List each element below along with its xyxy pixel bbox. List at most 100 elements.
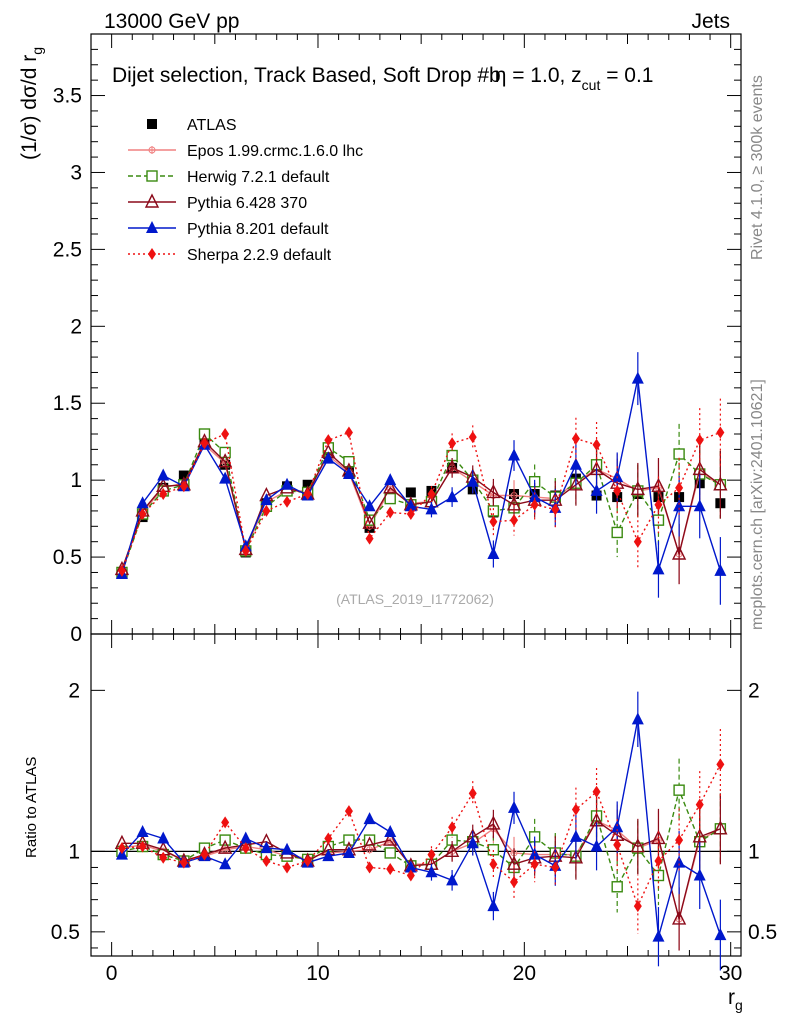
x-tick-label: 20 xyxy=(513,962,536,985)
point-pythia8 xyxy=(446,873,459,886)
point-sherpa xyxy=(344,805,353,818)
series-pythia6 xyxy=(114,433,728,585)
plot-title-main: Dijet selection, Track Based, Soft Drop … xyxy=(112,64,501,87)
point-pythia8 xyxy=(693,499,706,512)
point-pythia8 xyxy=(136,496,149,509)
point-sherpa xyxy=(386,863,395,876)
point-pythia6 xyxy=(506,855,522,870)
ratio-y-tick-label-right: 0.5 xyxy=(748,921,777,944)
legend-marker-pythia8 xyxy=(146,221,158,233)
frames xyxy=(90,33,742,957)
point-pythia8 xyxy=(487,547,500,559)
ratio-y-tick-label: 2 xyxy=(68,679,80,702)
x-tick-label: 10 xyxy=(306,962,329,985)
point-pythia8 xyxy=(673,499,686,512)
point-sherpa xyxy=(551,503,560,516)
point-pythia8 xyxy=(136,825,149,838)
point-sherpa xyxy=(571,803,580,816)
point-sherpa xyxy=(159,851,168,864)
y-tick-label: 1 xyxy=(70,469,82,492)
point-pythia6 xyxy=(651,477,666,493)
ratio-y-tick-label: 1 xyxy=(68,840,80,863)
point-pythia6 xyxy=(362,836,377,851)
point-pythia8 xyxy=(281,842,294,855)
point-pythia8 xyxy=(508,448,521,461)
y-axis-label-main-text: (1/σ) dσ/d r xyxy=(18,55,41,160)
point-sherpa xyxy=(283,495,292,508)
point-sherpa xyxy=(633,900,642,913)
point-sherpa xyxy=(427,848,436,861)
point-pythia8 xyxy=(466,836,479,849)
point-sherpa xyxy=(406,508,415,520)
watermark: (ATLAS_2019_I1772062) xyxy=(336,591,494,607)
point-pythia6 xyxy=(713,820,728,835)
series-data xyxy=(116,433,726,578)
point-sherpa xyxy=(179,480,188,493)
point-sherpa xyxy=(117,842,126,855)
point-pythia8 xyxy=(342,845,355,858)
point-herwig xyxy=(219,446,231,459)
series-epos xyxy=(117,793,725,951)
point-sherpa xyxy=(468,431,477,444)
ratio-y-tick-label-right: 1 xyxy=(748,840,760,863)
point-sherpa xyxy=(324,832,333,845)
point-sherpa xyxy=(654,855,663,868)
point-pythia6 xyxy=(630,837,645,853)
ratio-frame xyxy=(90,633,742,957)
header-right: Jets xyxy=(691,10,730,33)
point-pythia6 xyxy=(383,831,398,846)
point-pythia8 xyxy=(508,800,521,813)
legend-label-epos: Epos 1.99.crmc.1.6.0 lhc xyxy=(187,143,363,160)
legend-label-herwig: Herwig 7.2.1 default xyxy=(187,169,330,186)
point-pythia8 xyxy=(404,860,417,873)
point-sherpa xyxy=(613,484,622,497)
point-pythia8 xyxy=(363,812,376,825)
point-pythia8 xyxy=(569,457,582,470)
point-pythia6 xyxy=(486,815,501,830)
y-axis-label-ratio: Ratio to ATLAS xyxy=(23,757,40,858)
point-herwig xyxy=(343,455,355,468)
point-sherpa xyxy=(675,481,684,494)
plot-title-cut: cut xyxy=(582,77,601,93)
point-sherpa xyxy=(365,532,374,545)
point-pythia8 xyxy=(384,825,397,838)
point-sherpa xyxy=(489,858,498,871)
point-sherpa xyxy=(344,426,353,439)
ratio-series xyxy=(114,691,728,971)
point-pythia8 xyxy=(281,477,294,490)
y-tick-label: 3 xyxy=(70,161,82,184)
point-pythia8 xyxy=(569,829,582,842)
point-pythia6 xyxy=(651,829,666,845)
point-sherpa xyxy=(654,498,663,511)
point-pythia8 xyxy=(611,820,624,833)
point-herwig xyxy=(487,844,500,856)
point-herwig xyxy=(384,492,396,505)
point-pythia6 xyxy=(217,839,233,854)
point-sherpa xyxy=(716,758,725,771)
point-pythia6 xyxy=(217,453,233,468)
y-axis-label-main: (1/σ) dσ/d rg xyxy=(18,47,45,160)
point-pythia8 xyxy=(157,468,170,481)
point-data xyxy=(405,487,416,498)
y-tick-label: 0.5 xyxy=(53,546,82,569)
point-pythia8 xyxy=(714,563,727,576)
point-sherpa xyxy=(468,787,477,800)
point-sherpa xyxy=(530,858,539,871)
mcplots-label: mcplots.cern.ch [arXiv:2401.10621] xyxy=(749,379,766,630)
point-sherpa xyxy=(716,426,725,439)
point-sherpa xyxy=(592,785,601,798)
point-pythia8 xyxy=(487,899,500,912)
x-axis-label-text: r xyxy=(728,986,735,1009)
series-line-sherpa xyxy=(121,431,721,572)
point-herwig xyxy=(611,526,623,539)
point-pythia8 xyxy=(590,839,603,852)
point-pythia8 xyxy=(631,712,644,725)
series-line-pythia8 xyxy=(121,719,722,937)
point-sherpa xyxy=(241,842,250,855)
point-pythia8 xyxy=(157,831,170,844)
point-sherpa xyxy=(241,544,250,557)
point-sherpa xyxy=(489,515,498,528)
point-pythia8 xyxy=(363,499,376,512)
point-sherpa xyxy=(200,848,209,861)
point-pythia8 xyxy=(446,490,459,503)
